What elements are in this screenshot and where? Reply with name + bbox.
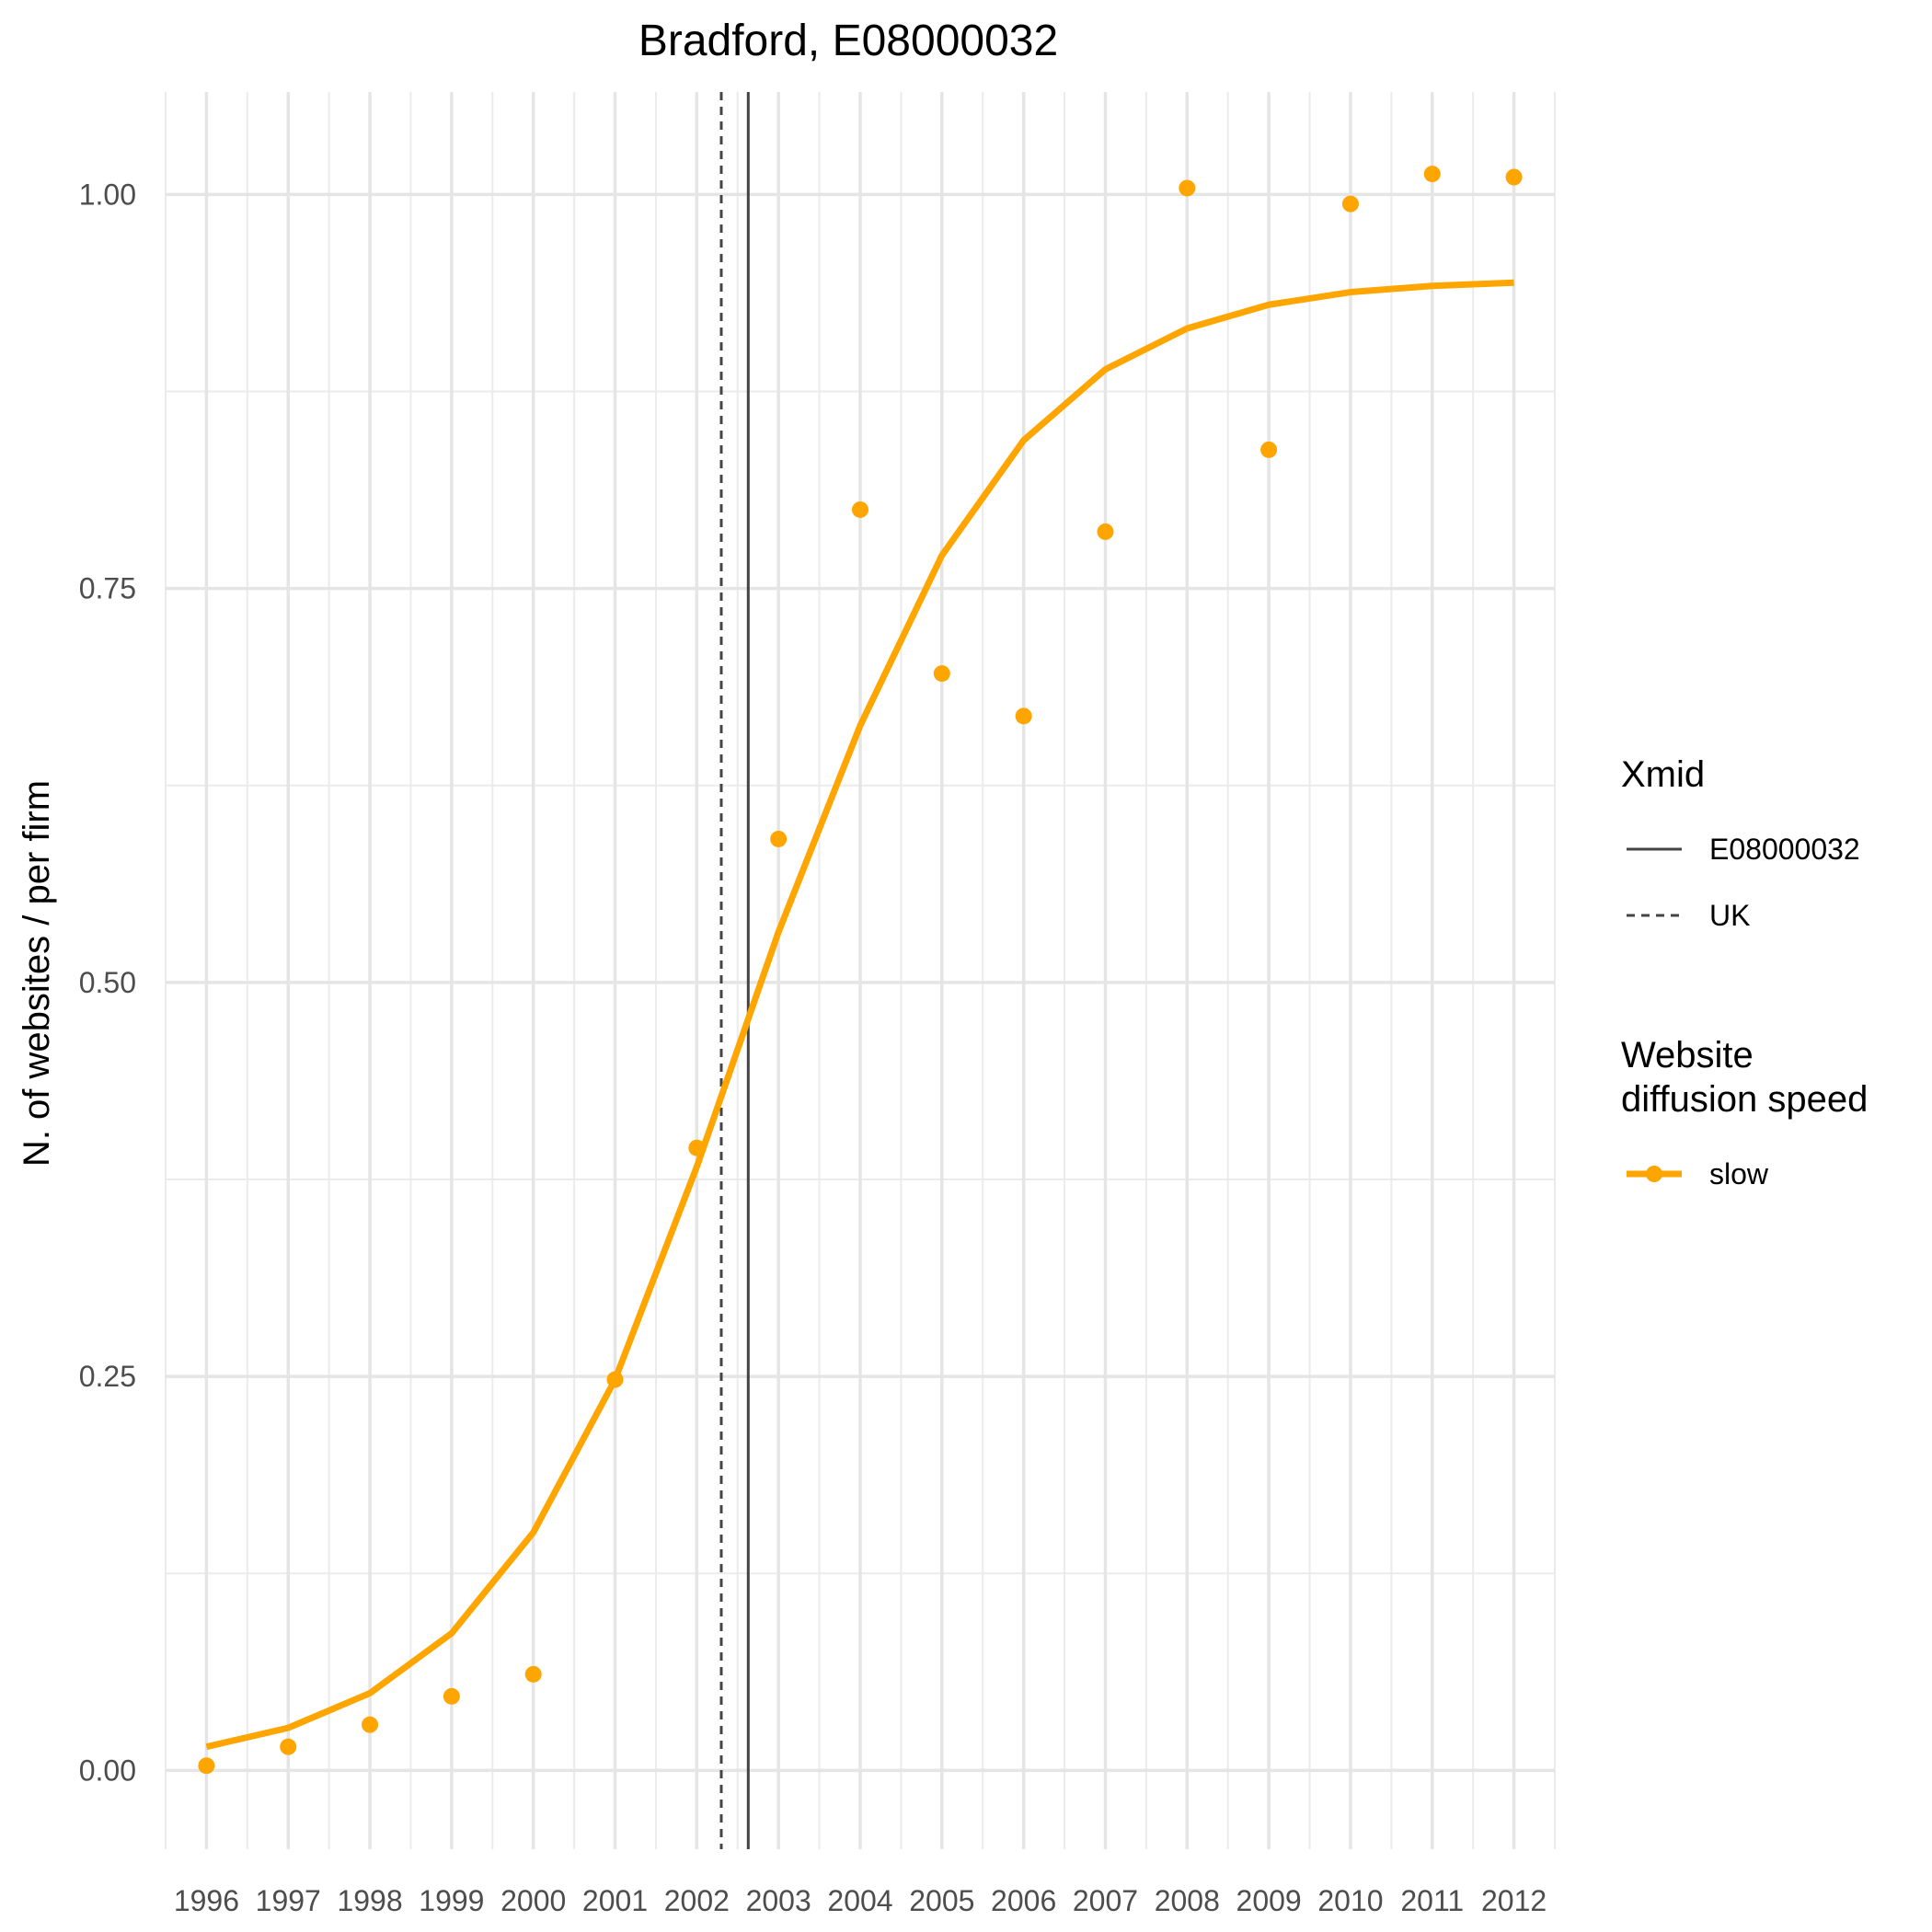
data-point-2002 <box>688 1139 706 1156</box>
legend-title-diffusion-1: diffusion speed <box>1621 1079 1868 1120</box>
x-tick-label: 2003 <box>746 1884 811 1917</box>
series-line-slow <box>205 279 1514 1751</box>
data-point-2006 <box>1015 707 1032 725</box>
data-point-2009 <box>1260 441 1278 458</box>
x-tick-label: 1999 <box>419 1884 484 1917</box>
legend-label-uk: UK <box>1709 899 1750 932</box>
y-tick-label: 0.25 <box>79 1360 136 1393</box>
data-point-1999 <box>443 1687 460 1705</box>
data-point-1998 <box>362 1716 379 1733</box>
y-tick-label: 0.75 <box>79 572 136 605</box>
data-point-2004 <box>852 500 868 518</box>
y-tick-label: 0.00 <box>79 1754 136 1787</box>
x-tick-label: 2004 <box>827 1884 892 1917</box>
x-tick-label: 1998 <box>337 1884 402 1917</box>
x-tick-label: 2008 <box>1155 1884 1220 1917</box>
x-tick-label: 2010 <box>1317 1884 1383 1917</box>
x-tick-label: 2005 <box>909 1884 974 1917</box>
x-tick-label: 2001 <box>582 1884 648 1917</box>
data-point-2010 <box>1341 195 1359 213</box>
data-point-2005 <box>933 665 950 683</box>
y-axis-label: N. of websites / per firm <box>17 780 57 1167</box>
legend-title-xmid: Xmid <box>1621 754 1705 795</box>
data-point-2012 <box>1505 168 1523 186</box>
x-tick-label: 2006 <box>991 1884 1056 1917</box>
data-point-1997 <box>280 1738 297 1755</box>
x-axis-ticks: 1996 1997 1998 1999 2000 2001 2002 2003 2004 2005… <box>174 1884 1547 1917</box>
x-tick-label: 2009 <box>1236 1884 1302 1917</box>
data-point-2003 <box>770 830 788 847</box>
chart-title: Bradford, E08000032 <box>638 17 1058 65</box>
x-tick-label: 1997 <box>256 1884 321 1917</box>
y-tick-label: 1.00 <box>79 178 136 211</box>
x-tick-label: 2002 <box>664 1884 730 1917</box>
x-tick-label: 2000 <box>500 1884 566 1917</box>
y-tick-label: 0.50 <box>79 966 136 999</box>
legend-key-point-slow <box>1646 1166 1662 1182</box>
data-point-1996 <box>198 1757 215 1775</box>
legend-label-e08000032: E08000032 <box>1709 833 1860 866</box>
x-tick-label: 2012 <box>1481 1884 1547 1917</box>
data-point-2000 <box>524 1665 542 1683</box>
data-point-2007 <box>1097 523 1114 540</box>
data-point-2008 <box>1179 179 1196 197</box>
legend-label-slow: slow <box>1709 1157 1769 1190</box>
series-layer <box>198 166 1523 1775</box>
data-point-2001 <box>606 1371 624 1388</box>
legend-title-diffusion-0: Website <box>1621 1035 1754 1075</box>
grid <box>165 92 1556 1849</box>
x-tick-label: 2007 <box>1073 1884 1138 1917</box>
data-point-2011 <box>1423 166 1441 183</box>
midpoint-lines <box>719 92 750 1849</box>
x-tick-label: 1996 <box>174 1884 239 1917</box>
x-tick-label: 2011 <box>1400 1884 1464 1917</box>
y-axis-ticks: 0.00 0.25 0.50 0.75 1.00 <box>79 178 136 1787</box>
